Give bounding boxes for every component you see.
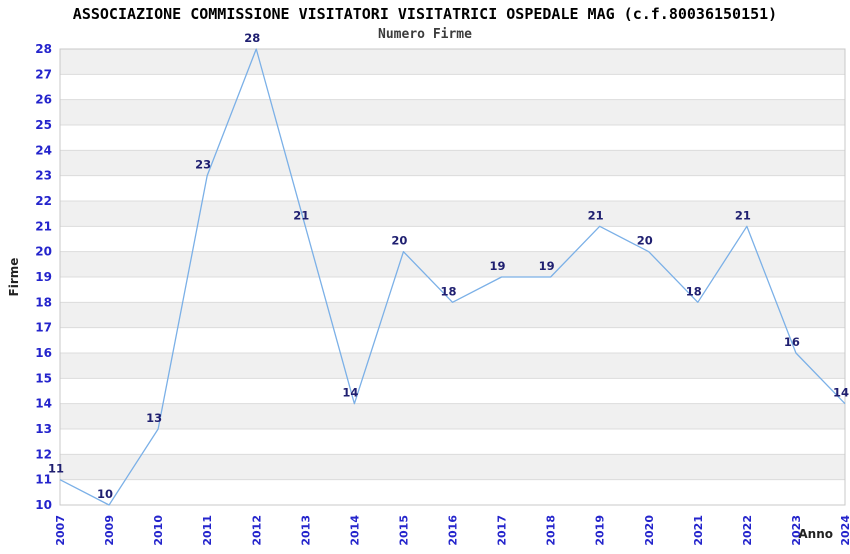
y-tick-label: 25	[35, 118, 52, 132]
x-tick-label: 2015	[397, 515, 410, 546]
point-label: 20	[391, 234, 407, 248]
x-tick-label: 2007	[54, 515, 67, 546]
y-tick-label: 16	[35, 346, 52, 360]
point-label: 18	[440, 284, 456, 298]
y-tick-label: 27	[35, 67, 52, 81]
x-tick-labels: 2007 2009 2010 2011 2012 2013 2014 2015 2016 2017…	[54, 515, 850, 546]
chart-title: ASSOCIAZIONE COMMISSIONE VISITATORI VISI…	[72, 5, 778, 23]
x-tick-label: 2020	[643, 515, 656, 546]
point-label: 16	[784, 335, 800, 349]
x-tick-label: 2018	[545, 515, 558, 546]
y-tick-label: 18	[35, 295, 52, 309]
y-tick-label: 21	[35, 219, 52, 233]
y-tick-label: 26	[35, 93, 52, 107]
x-tick-label: 2017	[496, 515, 509, 546]
point-label: 18	[686, 284, 702, 298]
point-label: 11	[48, 462, 64, 476]
point-label: 21	[735, 208, 751, 222]
y-tick-label: 10	[35, 498, 52, 512]
y-tick-label: 19	[35, 270, 52, 284]
x-tick-label: 2013	[299, 515, 312, 546]
data-line	[59, 48, 846, 506]
y-tick-label: 13	[35, 422, 52, 436]
point-label: 23	[195, 158, 211, 172]
point-label: 21	[588, 208, 604, 222]
y-tick-label: 11	[35, 473, 52, 487]
plot-bands	[60, 49, 845, 505]
y-axis-title: Firme	[7, 257, 21, 297]
y-tick-labels: 10 11 12 13 14 15 16 17 18 19 20 21 22 23 24 25 26 27 28	[35, 42, 52, 512]
x-axis-title: Anno	[798, 527, 833, 541]
point-label: 13	[146, 411, 162, 425]
x-tick-label: 2016	[447, 515, 460, 546]
x-tick-label: 2011	[201, 515, 214, 546]
y-tick-label: 15	[35, 371, 52, 385]
x-tick-label: 2010	[152, 515, 165, 546]
point-label: 19	[539, 259, 555, 273]
point-labels: 11 10 13 23 28 21 14 20 18 19 19 21 20 18 21 16 14	[48, 31, 849, 501]
h-gridlines	[60, 73, 845, 481]
y-tick-label: 14	[35, 397, 52, 411]
point-label: 28	[244, 31, 260, 45]
point-label: 14	[833, 386, 849, 400]
x-tick-label: 2014	[348, 515, 361, 546]
y-tick-label: 12	[35, 447, 52, 461]
y-tick-label: 22	[35, 194, 52, 208]
y-tick-label: 23	[35, 169, 52, 183]
x-tick-label: 2024	[839, 515, 850, 546]
y-tick-label: 17	[35, 321, 52, 335]
x-tick-label: 2023	[790, 515, 803, 546]
x-tick-label: 2009	[103, 515, 116, 546]
y-tick-label: 24	[35, 143, 52, 157]
x-tick-label: 2021	[692, 515, 705, 546]
y-tick-label: 28	[35, 42, 52, 56]
point-label: 10	[97, 487, 113, 501]
point-label: 21	[293, 208, 309, 222]
x-tick-label: 2012	[250, 515, 263, 546]
x-tick-label: 2022	[741, 515, 754, 546]
y-tick-label: 20	[35, 245, 52, 259]
point-label: 20	[637, 234, 653, 248]
x-tick-label: 2019	[594, 515, 607, 546]
point-label: 19	[490, 259, 506, 273]
chart-subtitle: Numero Firme	[378, 27, 472, 42]
plot-border	[59, 48, 846, 506]
point-label: 14	[342, 386, 358, 400]
